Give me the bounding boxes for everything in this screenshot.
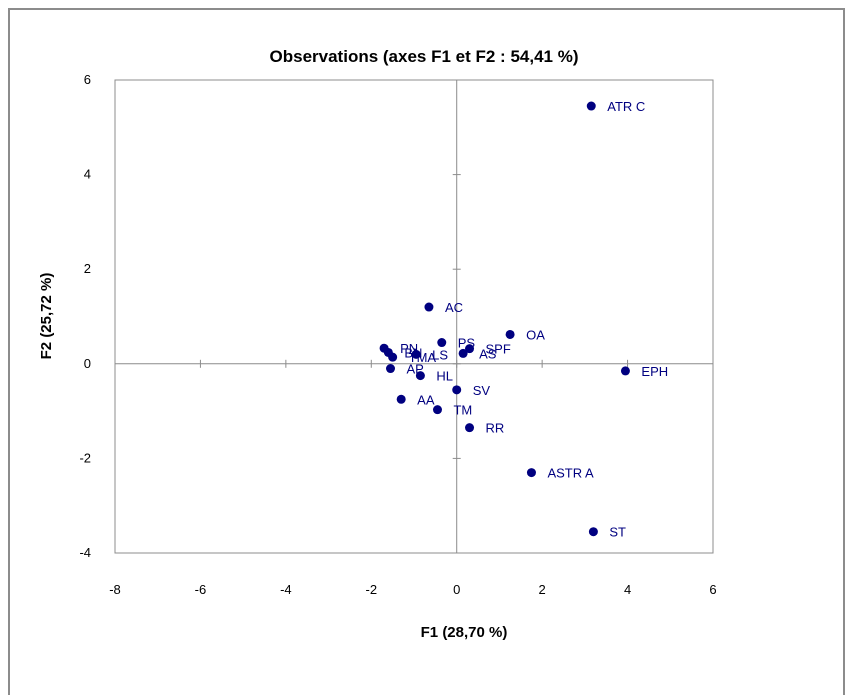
data-point [437, 338, 447, 348]
data-point [415, 371, 425, 381]
x-tick-label: -2 [366, 582, 378, 597]
x-tick-label: 4 [624, 582, 631, 597]
data-point [465, 423, 475, 433]
chart-frame [8, 8, 845, 695]
data-point [526, 468, 536, 478]
x-tick-label: -6 [195, 582, 207, 597]
data-point [505, 329, 515, 339]
data-point [620, 366, 630, 376]
data-point-label: RR [486, 421, 505, 436]
data-point-label: HL [436, 369, 453, 384]
data-points: ATR CACOAPSSPFASPNBNTMALSAPHLEPHSVAATMRR… [379, 99, 668, 540]
plot-area [114, 79, 714, 554]
y-tick-label: 4 [84, 167, 91, 182]
y-tick-label: 0 [84, 356, 91, 371]
x-tick-label: -4 [280, 582, 292, 597]
data-point-label: LS [432, 347, 448, 362]
data-point [588, 527, 598, 537]
data-point-label: EPH [641, 364, 668, 379]
y-axis-title: F2 (25,72 %) [38, 273, 55, 360]
data-point-label: ST [609, 525, 626, 540]
data-point [458, 348, 468, 358]
y-tick-label: -2 [79, 450, 91, 465]
data-point [452, 385, 462, 395]
data-point [388, 352, 398, 362]
data-point-label: AC [445, 300, 463, 315]
tick-labels: -8 -6 -4 -2 0 2 4 6 -4 -2 0 2 4 6 [79, 72, 716, 597]
chart-title: Observations (axes F1 et F2 : 54,41 %) [270, 47, 579, 66]
x-tick-label: 6 [709, 582, 716, 597]
x-axis-title: F1 (28,70 %) [421, 624, 508, 641]
x-tick-label: 2 [539, 582, 546, 597]
data-point [396, 394, 406, 404]
axes [114, 79, 714, 554]
data-point-label: SPF [486, 342, 511, 357]
data-point-label: ASTR A [547, 466, 594, 481]
y-tick-label: 2 [84, 261, 91, 276]
y-tick-label: -4 [79, 545, 91, 560]
data-point-label: ATR C [607, 99, 645, 114]
data-point-label: OA [526, 327, 545, 342]
data-point [424, 302, 434, 312]
x-tick-label: -8 [109, 582, 121, 597]
data-point [386, 364, 396, 374]
data-point-label: TM [453, 403, 472, 418]
data-point [411, 349, 421, 359]
data-point-label: AA [417, 392, 435, 407]
y-tick-label: 6 [84, 72, 91, 87]
data-point [432, 405, 442, 415]
data-point [465, 344, 475, 354]
data-point-label: SV [473, 383, 491, 398]
data-point [586, 101, 596, 111]
data-point-label: AS [479, 346, 497, 361]
x-tick-label: 0 [453, 582, 460, 597]
